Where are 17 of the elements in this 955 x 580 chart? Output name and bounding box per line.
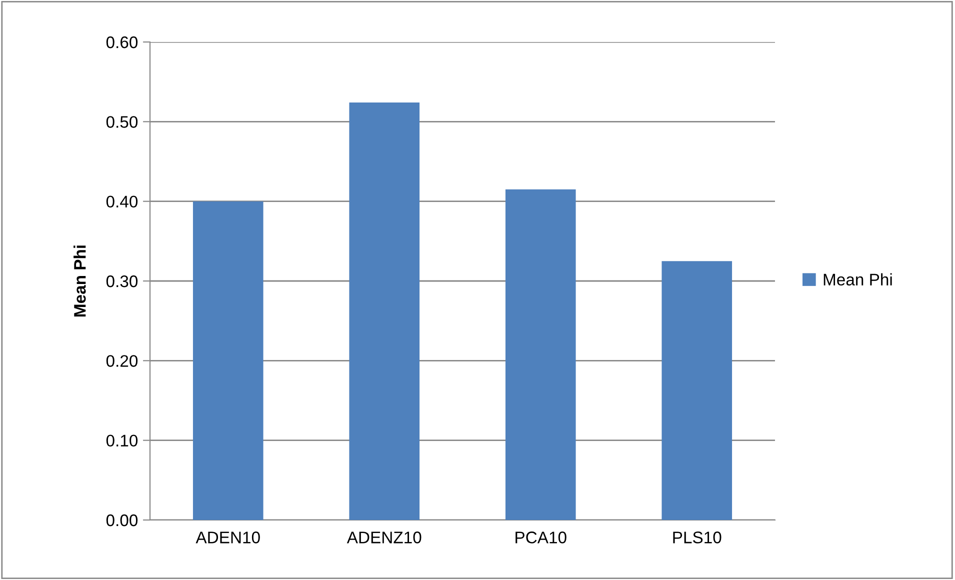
bar: [349, 102, 420, 520]
y-tick-label: 0.00: [106, 514, 138, 526]
bar: [192, 201, 264, 520]
bar: [662, 261, 732, 520]
y-tick-label: 0.60: [106, 36, 138, 48]
y-tick-label: 0.40: [106, 196, 138, 208]
y-tick-label: 0.50: [106, 116, 138, 128]
x-tick-label: ADENZ10: [346, 532, 422, 544]
x-tick-label: ADEN10: [196, 532, 260, 544]
x-tick-label: PLS10: [673, 532, 722, 544]
y-tick-label: 0.30: [106, 275, 138, 288]
y-tick-label: 0.20: [106, 355, 138, 367]
y-tick-label: 0.10: [106, 434, 138, 447]
x-tick-label: PCA10: [516, 532, 566, 544]
bar: [505, 189, 576, 520]
legend-label: Mean Phi: [824, 273, 892, 286]
y-axis-title: Mean Phi: [74, 246, 86, 316]
